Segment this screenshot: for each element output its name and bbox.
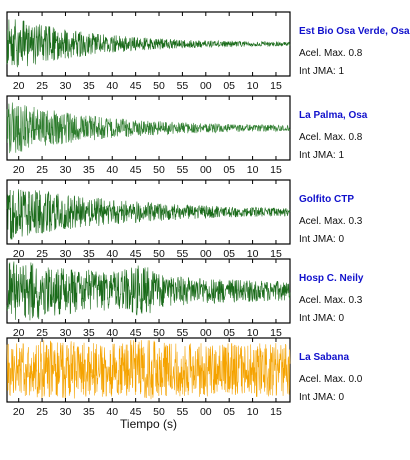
x-tick-label: 20 [13, 80, 25, 92]
x-tick-label: 50 [153, 248, 165, 260]
panel-5: 20 25 30 35 40 45 50 55 00 05 10 15 La Sabana Acel. M… [6, 337, 363, 418]
panel-frame [6, 337, 291, 403]
x-tick-label: 40 [106, 248, 118, 260]
x-tick-label: 50 [153, 164, 165, 176]
x-axis-label: Tiempo (s) [120, 417, 177, 431]
station-int-jma: Int JMA: 0 [299, 313, 344, 324]
x-tick-label: 25 [36, 164, 48, 176]
station-int-jma: Int JMA: 1 [299, 66, 344, 77]
x-tick-label: 30 [60, 406, 72, 418]
x-tick-label: 25 [36, 248, 48, 260]
x-tick-label: 00 [200, 327, 212, 339]
station-name: La Sabana [299, 352, 349, 363]
x-tick-label: 30 [60, 164, 72, 176]
x-tick-label: 40 [106, 327, 118, 339]
x-tick-label: 30 [60, 248, 72, 260]
station-int-jma: Int JMA: 0 [299, 234, 344, 245]
x-tick-label: 15 [270, 406, 282, 418]
station-acel-max: Acel. Max. 0.0 [299, 374, 363, 385]
x-tick-label: 20 [13, 327, 25, 339]
x-tick-label: 35 [83, 248, 95, 260]
x-tick-label: 50 [153, 80, 165, 92]
x-tick-label: 10 [247, 248, 259, 260]
panel-frame [6, 258, 291, 324]
station-name: Golfito CTP [299, 194, 354, 205]
station-int-jma: Int JMA: 0 [299, 392, 344, 403]
x-tick-label: 25 [36, 80, 48, 92]
x-tick-label: 25 [36, 327, 48, 339]
x-tick-label: 45 [130, 80, 142, 92]
x-tick-label: 35 [83, 327, 95, 339]
station-int-jma: Int JMA: 1 [299, 150, 344, 161]
x-tick-label: 55 [177, 327, 189, 339]
x-tick-label: 40 [106, 406, 118, 418]
x-tick-label: 55 [177, 406, 189, 418]
x-tick-label: 50 [153, 406, 165, 418]
x-tick-label: 20 [13, 406, 25, 418]
x-tick-label: 05 [223, 164, 235, 176]
panel-2: 20 25 30 35 40 45 50 55 00 05 10 15 La Palma, Osa Ace… [6, 95, 368, 176]
x-tick-label: 05 [223, 327, 235, 339]
x-tick-label: 35 [83, 164, 95, 176]
panel-1: 20 25 30 35 40 45 50 55 00 05 10 15 Est Bio Osa Verd… [6, 11, 410, 92]
x-tick-label: 35 [83, 80, 95, 92]
station-acel-max: Acel. Max. 0.3 [299, 216, 363, 227]
x-tick-label: 40 [106, 164, 118, 176]
x-tick-label: 10 [247, 327, 259, 339]
station-acel-max: Acel. Max. 0.8 [299, 132, 363, 143]
x-tick-label: 45 [130, 248, 142, 260]
x-tick-label: 05 [223, 248, 235, 260]
x-tick-label: 20 [13, 164, 25, 176]
x-tick-label: 10 [247, 80, 259, 92]
x-tick-label: 00 [200, 80, 212, 92]
x-tick-label: 05 [223, 406, 235, 418]
x-tick-label: 55 [177, 164, 189, 176]
x-tick-label: 30 [60, 80, 72, 92]
x-tick-label: 05 [223, 80, 235, 92]
x-tick-label: 15 [270, 164, 282, 176]
x-tick-label: 10 [247, 164, 259, 176]
x-tick-label: 20 [13, 248, 25, 260]
station-name: La Palma, Osa [299, 110, 368, 121]
waveform-trace [6, 261, 291, 321]
waveform-trace [6, 102, 291, 154]
panel-3: 20 25 30 35 40 45 50 55 00 05 10 15 Golfito CTP Acel.… [6, 179, 363, 260]
x-tick-label: 25 [36, 406, 48, 418]
x-tick-label: 10 [247, 406, 259, 418]
panel-4: 20 25 30 35 40 45 50 55 00 05 10 15 Hosp C. Neily Ace… [6, 258, 364, 339]
waveform-trace [6, 339, 291, 400]
x-tick-label: 15 [270, 248, 282, 260]
x-tick-label: 00 [200, 406, 212, 418]
waveform-trace [6, 189, 291, 240]
x-tick-label: 55 [177, 80, 189, 92]
x-tick-label: 00 [200, 248, 212, 260]
waveform-trace [6, 19, 291, 68]
station-acel-max: Acel. Max. 0.3 [299, 295, 363, 306]
x-tick-label: 15 [270, 80, 282, 92]
x-tick-label: 45 [130, 327, 142, 339]
station-acel-max: Acel. Max. 0.8 [299, 48, 363, 59]
x-tick-label: 45 [130, 406, 142, 418]
x-tick-label: 55 [177, 248, 189, 260]
station-name: Est Bio Osa Verde, Osa [299, 26, 410, 37]
x-tick-label: 15 [270, 327, 282, 339]
x-tick-label: 35 [83, 406, 95, 418]
panel-frame [6, 179, 291, 245]
x-tick-label: 00 [200, 164, 212, 176]
station-name: Hosp C. Neily [299, 273, 364, 284]
x-tick-label: 40 [106, 80, 118, 92]
x-tick-label: 45 [130, 164, 142, 176]
x-tick-label: 50 [153, 327, 165, 339]
x-tick-label: 30 [60, 327, 72, 339]
